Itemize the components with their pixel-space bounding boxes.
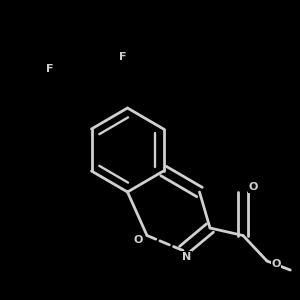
Text: O: O — [249, 182, 258, 193]
Text: N: N — [182, 251, 191, 262]
Text: O: O — [271, 259, 281, 269]
Text: F: F — [119, 52, 127, 62]
Text: O: O — [133, 235, 143, 245]
Text: F: F — [46, 64, 53, 74]
